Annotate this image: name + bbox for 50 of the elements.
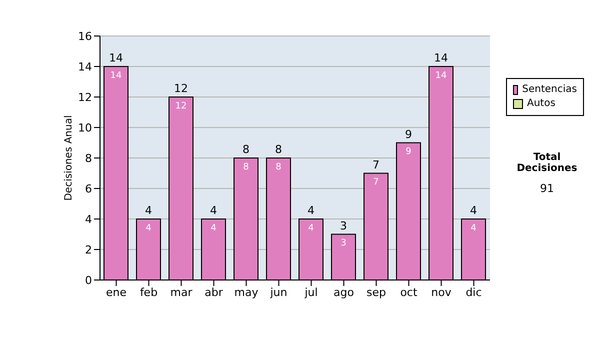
x-tick-label: mar (170, 286, 193, 299)
total-label: 4 (145, 204, 152, 217)
total-label: 14 (109, 52, 123, 64)
total-label: 3 (340, 219, 347, 232)
data-label: 14 (435, 70, 447, 81)
total-label: 4 (308, 204, 314, 217)
total-label: 8 (242, 143, 250, 156)
data-label: 4 (146, 223, 152, 234)
y-tick-label: 14 (78, 60, 92, 74)
x-tick-label: oct (400, 286, 418, 299)
y-tick-label: 4 (85, 212, 92, 226)
x-tick-label: nov (431, 286, 452, 299)
total-label: 8 (275, 143, 282, 156)
x-tick-label: feb (140, 286, 158, 299)
y-tick-label: 6 (85, 182, 92, 196)
text: Total Decisiones (516, 152, 578, 174)
data-label: 3 (340, 238, 346, 249)
data-label: 12 (175, 101, 187, 112)
data-label: 8 (243, 162, 250, 172)
data-label: 9 (406, 147, 412, 158)
y-tick-label: 8 (85, 152, 92, 165)
legend-label: Autos (527, 97, 556, 111)
legend-label: Sentencias (522, 83, 577, 97)
x-tick-label: abr (204, 286, 224, 299)
data-label: 14 (110, 70, 122, 81)
data-label: 4 (308, 223, 314, 234)
x-tick-label: ene (106, 286, 127, 299)
y-tick-label: 16 (78, 30, 92, 43)
x-tick-label: jun (269, 286, 288, 299)
data-label: 8 (276, 162, 282, 172)
data-label: 4 (210, 223, 217, 234)
y-tick-label: 12 (78, 90, 92, 104)
data-label: 7 (373, 178, 379, 188)
total-label: 4 (470, 204, 477, 217)
total-label: 9 (405, 128, 412, 141)
data-label: 4 (470, 223, 477, 234)
x-tick-label: jul (304, 286, 318, 299)
total-label: 14 (434, 52, 448, 64)
x-tick-label: sep (366, 286, 386, 299)
y-tick-label: 2 (85, 243, 92, 256)
text: 91 (539, 182, 555, 195)
x-tick-label: may (234, 286, 259, 299)
total-label: 4 (210, 204, 217, 217)
y-tick-label: 0 (85, 274, 92, 287)
x-tick-label: ago (334, 286, 354, 299)
x-tick-label: dic (466, 286, 482, 299)
y-axis-title: Decisiones Anual (64, 115, 75, 201)
total-label: 12 (174, 82, 188, 95)
total-label: 7 (372, 158, 380, 172)
y-tick-label: 10 (78, 121, 92, 134)
